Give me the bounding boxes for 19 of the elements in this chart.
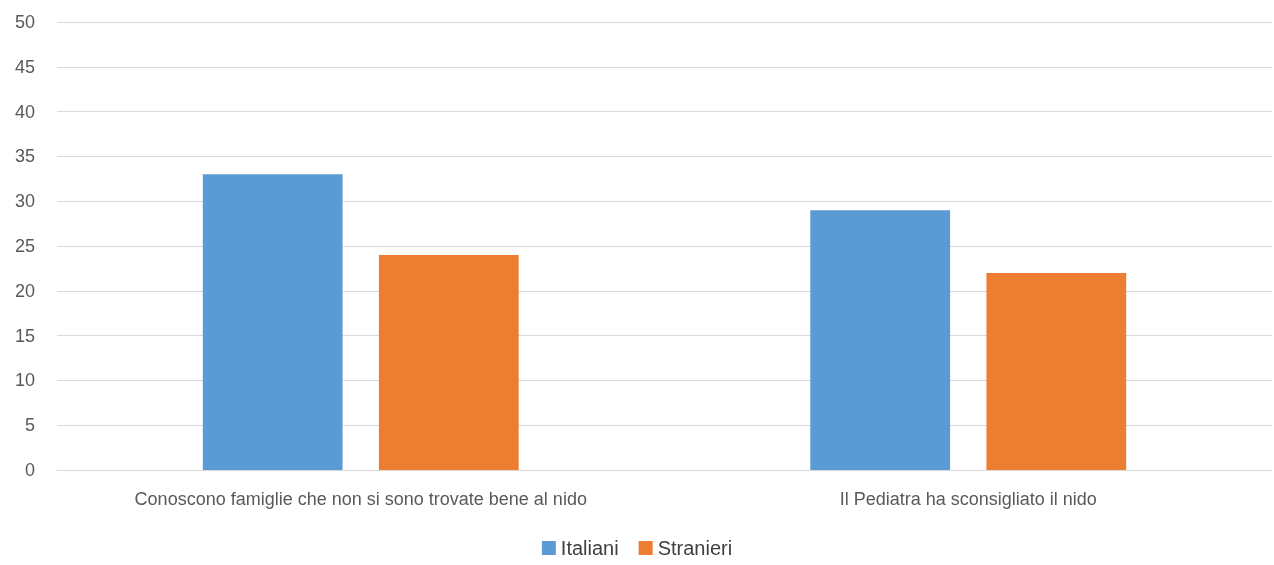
y-tick-label: 30 <box>14 191 35 212</box>
y-tick-label: 20 <box>14 280 35 301</box>
y-tick-label: 0 <box>24 460 35 480</box>
legend-label: Italiani <box>560 537 619 559</box>
y-tick-label: 5 <box>24 415 35 436</box>
y-tick-label: 35 <box>14 146 35 167</box>
y-tick-label: 10 <box>14 370 35 391</box>
x-tick-label: Il Pediatra ha sconsigliato il nido <box>839 489 1097 509</box>
y-tick-label: 50 <box>14 12 35 32</box>
y-tick-label: 45 <box>14 56 35 77</box>
y-tick-label: 40 <box>14 101 35 122</box>
y-tick-label: 15 <box>14 325 35 346</box>
bar <box>986 272 1127 470</box>
legend-label: Stranieri <box>657 537 733 559</box>
bar <box>378 254 519 470</box>
x-tick-label: Conoscono famiglie che non si sono trovate bene al nido <box>134 489 587 509</box>
bar <box>202 174 343 470</box>
bar <box>810 210 951 470</box>
y-tick-label: 25 <box>14 236 35 256</box>
